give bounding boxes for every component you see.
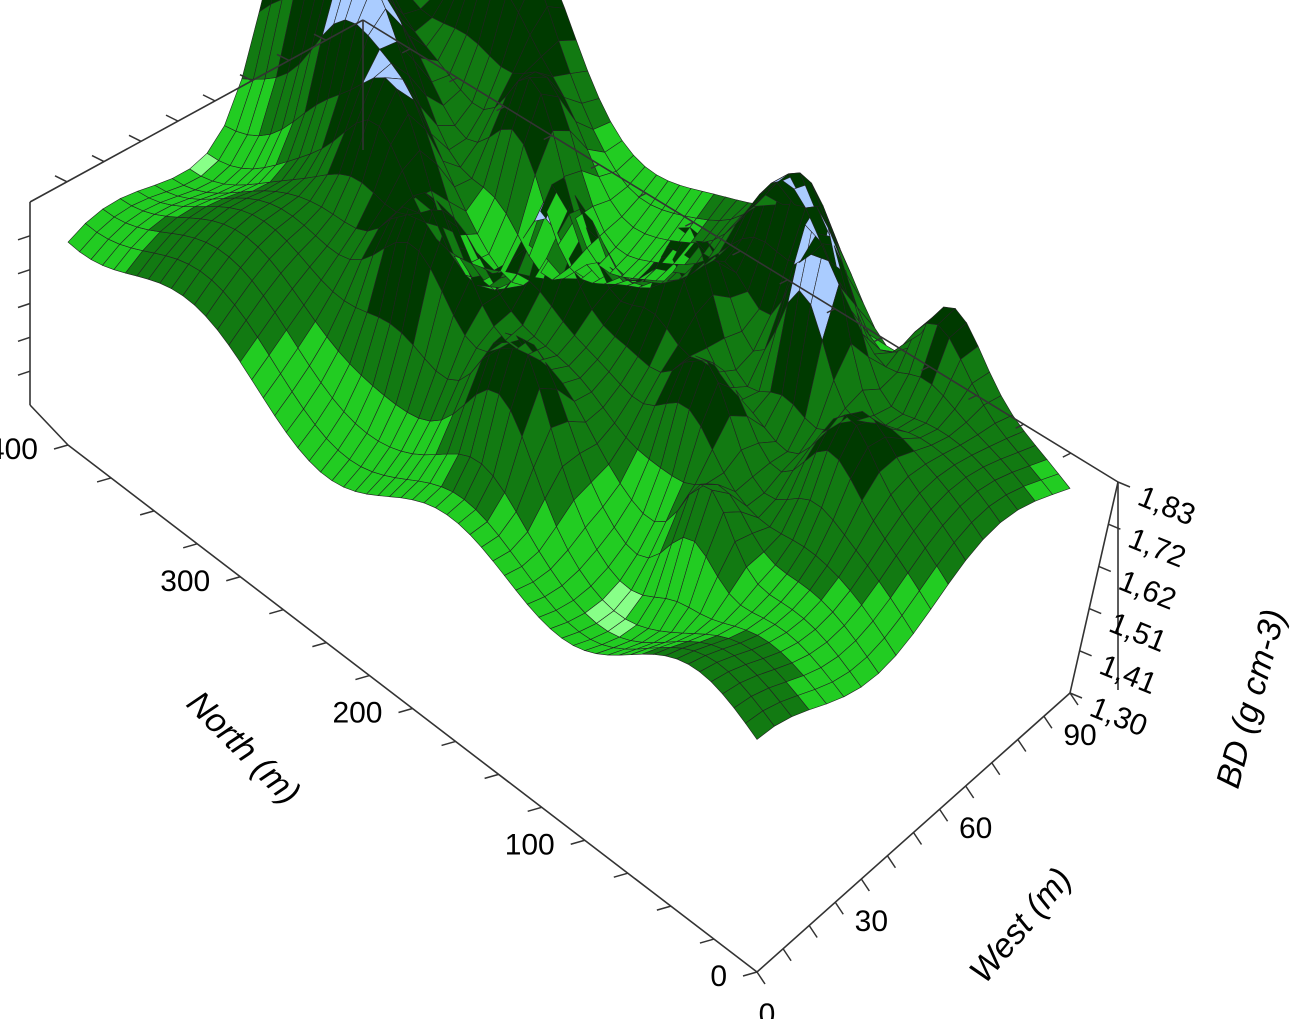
north-tick — [226, 576, 241, 582]
north-tick-label: 0 — [710, 960, 727, 993]
north-tick — [96, 477, 112, 483]
surface-cell — [510, 0, 525, 14]
frame-tick — [128, 134, 142, 143]
surface-cell — [412, 0, 431, 10]
west-tick — [1017, 739, 1027, 752]
north-tick — [182, 543, 198, 549]
west-tick — [965, 785, 975, 799]
frame-tick — [920, 365, 930, 372]
surface-cell — [431, 0, 454, 24]
bd-tick — [1088, 607, 1102, 615]
west-tick-label: 0 — [759, 998, 776, 1019]
frame-tick — [637, 192, 647, 198]
west-axis-title: West (m) — [962, 861, 1079, 991]
bd-tick — [1098, 565, 1112, 573]
north-tick — [613, 872, 629, 878]
surface-cell — [321, 0, 342, 37]
north-tick — [656, 905, 672, 911]
north-tick — [699, 938, 715, 944]
west-tick — [860, 878, 870, 892]
frame-tick — [17, 302, 31, 309]
frame-tick — [239, 73, 253, 82]
frame-tick — [202, 94, 216, 102]
north-tick-label: 300 — [160, 565, 210, 598]
west-tick-label: 60 — [959, 812, 992, 845]
west-tick — [808, 925, 818, 938]
surface-cell — [454, 0, 477, 36]
surface-cell — [270, 0, 282, 5]
frame-tick — [276, 53, 290, 62]
surface-cell — [344, 0, 368, 25]
bd-axis-title: BD (g cm-3) — [1209, 605, 1293, 792]
west-tick — [782, 948, 792, 962]
frame-tick — [968, 394, 977, 401]
frame-tick — [496, 105, 505, 112]
west-tick — [756, 971, 766, 985]
surface-cell — [333, 0, 352, 25]
bd-tick — [1069, 692, 1083, 699]
north-tick — [269, 608, 284, 615]
north-tick — [527, 806, 542, 813]
north-axis-title: North (m) — [179, 684, 307, 812]
west-tick — [938, 808, 949, 822]
surface-cell — [1040, 473, 1071, 495]
frame-tick — [684, 221, 694, 227]
west-tick-label: 90 — [1063, 719, 1096, 752]
frame-tick — [449, 77, 458, 83]
bd-axis-line — [1069, 481, 1119, 694]
north-tick — [355, 674, 370, 681]
frame-tick — [543, 134, 553, 141]
surface-cell — [420, 0, 444, 18]
frame-tick — [17, 370, 31, 376]
north-tick — [742, 971, 758, 977]
surface-cell — [258, 0, 273, 13]
west-tick-label: 30 — [855, 905, 888, 938]
north-tick — [441, 740, 456, 747]
north-tick-label: 200 — [332, 697, 382, 730]
bd-tick — [1117, 481, 1131, 488]
frame-tick — [91, 154, 105, 163]
frame-tick — [1015, 423, 1024, 429]
west-tick — [991, 762, 1001, 776]
frame-tick — [17, 235, 31, 241]
west-tick — [834, 901, 844, 915]
north-tick — [398, 707, 413, 714]
north-tick-label: 400 — [0, 433, 38, 466]
top-back-edge-west — [29, 19, 364, 203]
north-tick — [484, 773, 499, 780]
west-tick — [1043, 715, 1053, 729]
north-tick — [139, 510, 155, 516]
frame-tick — [17, 336, 31, 343]
left-base-link — [29, 404, 69, 446]
frame-tick — [165, 114, 179, 122]
north-tick-label: 100 — [505, 828, 555, 861]
frame-tick — [54, 175, 68, 183]
axis-ticks — [17, 33, 1131, 985]
west-tick — [886, 855, 897, 869]
west-tick — [1069, 692, 1079, 706]
frame-tick — [1062, 452, 1072, 458]
frame-tick — [873, 336, 883, 343]
frame-tick — [313, 33, 327, 41]
bd-tick — [1108, 523, 1121, 530]
north-tick — [570, 839, 585, 845]
surface-mesh — [67, 0, 1071, 740]
frame-tick — [826, 308, 836, 314]
frame-tick — [17, 268, 31, 275]
frame-tick — [779, 279, 789, 285]
west-tick — [912, 832, 923, 845]
surface-cell — [443, 0, 465, 29]
frame-tick — [590, 163, 600, 170]
frame-tick — [401, 48, 411, 54]
bd-tick — [1079, 650, 1092, 657]
north-tick — [53, 444, 69, 450]
frame-tick — [732, 250, 741, 256]
north-tick — [312, 641, 327, 648]
